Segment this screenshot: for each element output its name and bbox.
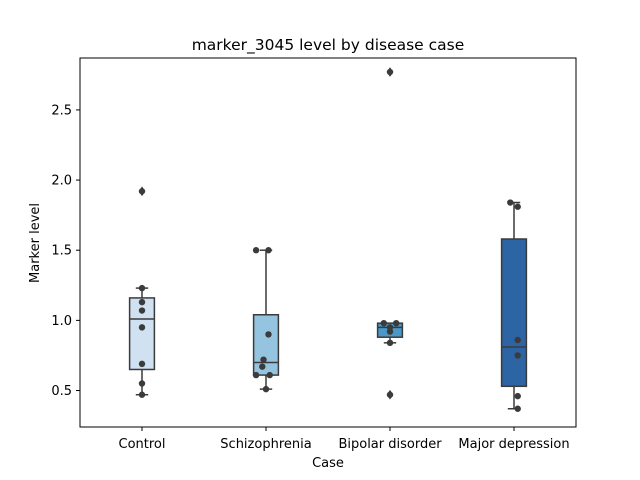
- data-point: [393, 319, 400, 327]
- iqr-box: [252, 314, 280, 376]
- data-point: [514, 405, 521, 412]
- data-point: [386, 391, 394, 398]
- data-point: [138, 284, 146, 292]
- data-point: [265, 331, 272, 338]
- data-point: [507, 199, 514, 206]
- data-point: [138, 298, 146, 306]
- data-point: [252, 371, 260, 379]
- data-point: [514, 392, 521, 400]
- data-point: [138, 360, 146, 368]
- data-point: [266, 371, 273, 379]
- data-point: [138, 324, 146, 331]
- y-tick-label: 1.5: [51, 244, 72, 259]
- x-tick-label: Major depression: [458, 437, 569, 452]
- data-point: [138, 380, 146, 387]
- data-point: [380, 319, 387, 327]
- x-tick-label: Schizophrenia: [220, 437, 311, 452]
- y-tick-label: 2.5: [51, 103, 72, 118]
- plot-frame: [79, 57, 577, 428]
- y-tick-label: 0.5: [51, 384, 72, 399]
- iqr-box: [500, 238, 528, 388]
- y-axis-title: Marker level: [28, 203, 43, 283]
- data-point: [514, 203, 521, 210]
- x-tick-label: Control: [119, 437, 166, 452]
- y-tick-label: 1.0: [51, 314, 72, 329]
- data-point: [252, 247, 260, 254]
- data-point: [514, 336, 521, 344]
- data-point: [259, 363, 266, 370]
- strip-points-bipolar-disorder: [380, 68, 400, 398]
- data-point: [262, 385, 270, 393]
- plot-area: [128, 67, 528, 412]
- chart-title: marker_3045 level by disease case: [192, 36, 465, 55]
- strip-points-schizophrenia: [252, 247, 273, 393]
- box-group-major-depression: [500, 201, 528, 410]
- data-point: [514, 352, 521, 359]
- data-point: [386, 68, 394, 76]
- x-tick-label: Bipolar disorder: [338, 437, 442, 452]
- data-point: [386, 328, 394, 335]
- strip-points-major-depression: [507, 199, 521, 412]
- data-point: [138, 188, 146, 195]
- x-axis-title: Case: [312, 456, 344, 471]
- data-point: [260, 356, 267, 363]
- y-axis: 0.5 1.0 1.5 2.0 2.5: [51, 103, 80, 399]
- x-axis: Control Schizophrenia Bipolar disorder Majo…: [119, 427, 570, 452]
- data-point: [138, 307, 146, 314]
- data-point: [138, 391, 146, 398]
- data-point: [386, 339, 394, 347]
- y-tick-label: 2.0: [51, 174, 72, 189]
- strip-points-control: [138, 188, 146, 398]
- data-point: [265, 247, 272, 254]
